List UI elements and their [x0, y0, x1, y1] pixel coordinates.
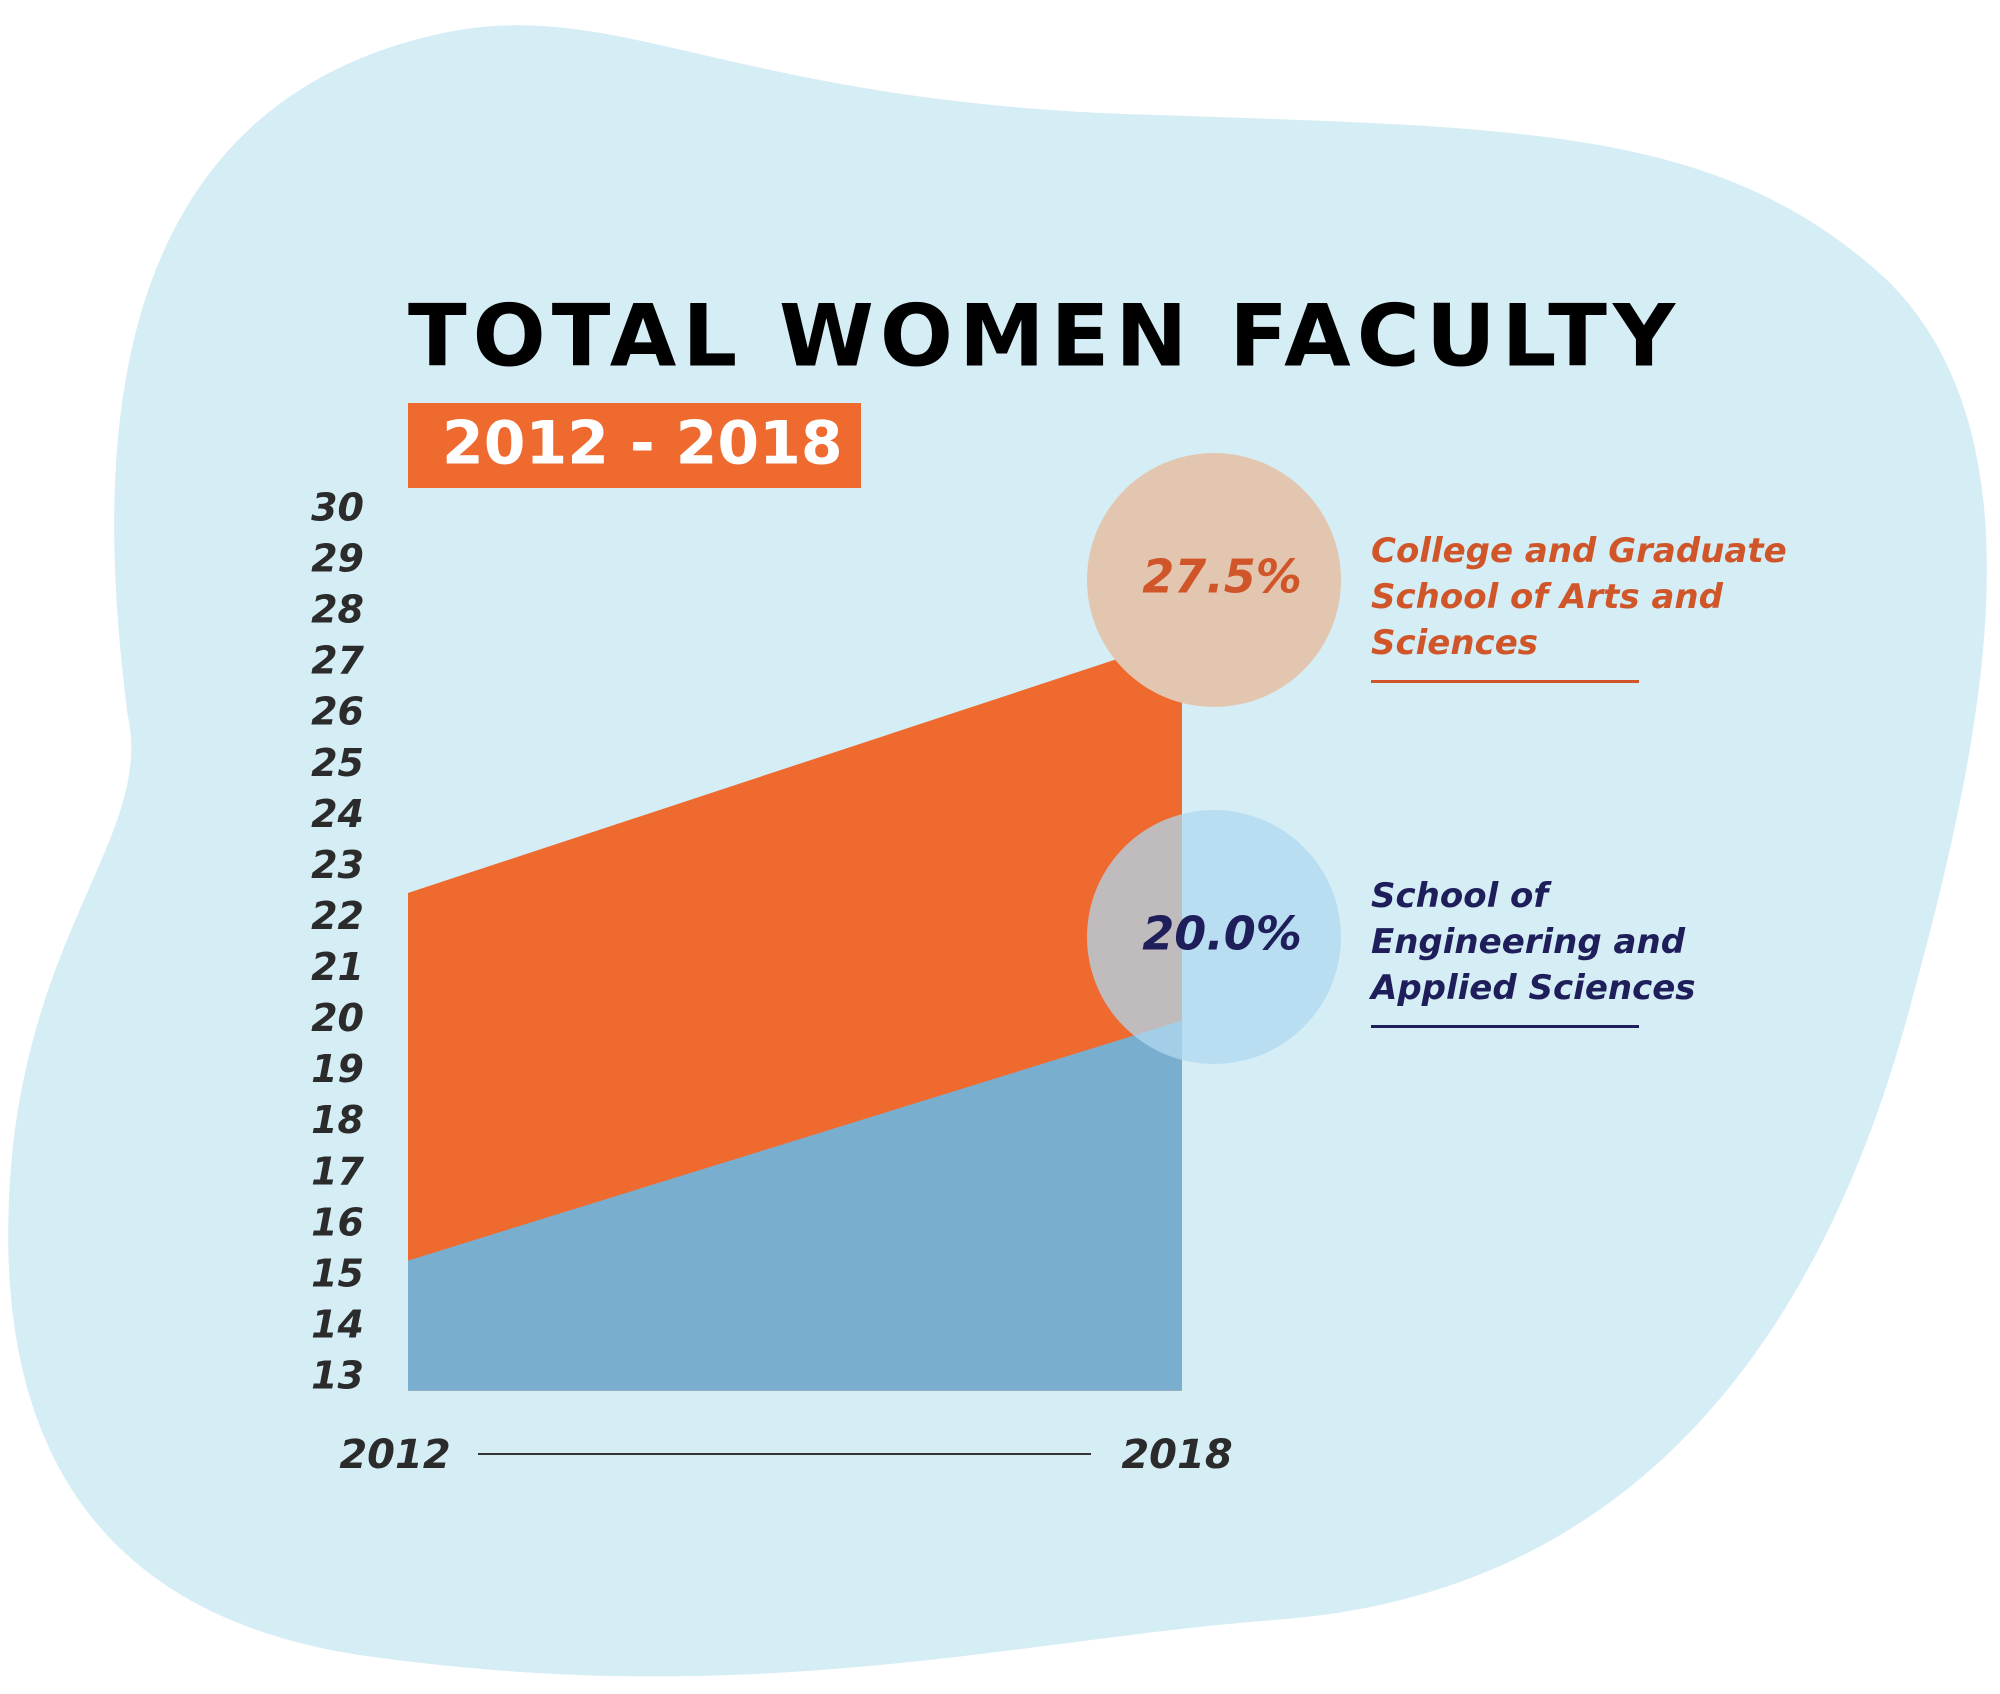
- y-tick-label: 20: [311, 996, 364, 1040]
- value-label: 27.5%: [1142, 550, 1302, 604]
- label-circle: [1087, 453, 1341, 707]
- y-tick-label: 19: [311, 1047, 364, 1091]
- chart-title: TOTAL WOMEN FACULTY: [408, 286, 1681, 386]
- label-circle: [1087, 810, 1341, 1064]
- y-tick-label: 25: [311, 741, 364, 785]
- y-tick-label: 28: [311, 588, 364, 632]
- legend-label: School of Engineering and Applied Scienc…: [1371, 876, 1696, 1008]
- y-tick-label: 13: [311, 1354, 364, 1398]
- y-tick-label: 21: [311, 945, 364, 989]
- plot: 13 14 15 16 17 18 19 20 21 22 23 24 25 26 27 28 29 30 2012…: [311, 453, 1341, 1478]
- subtitle-box: [408, 403, 861, 488]
- y-tick-label: 26: [311, 690, 364, 734]
- y-tick-label: 24: [311, 792, 364, 836]
- y-tick-label: 18: [311, 1098, 364, 1142]
- y-tick-label: 27: [311, 639, 364, 683]
- legend-rule: [1371, 680, 1639, 683]
- y-tick-label: 14: [311, 1302, 364, 1346]
- legend-label: College and Graduate School of Arts and …: [1371, 531, 1787, 663]
- y-tick-label: 23: [311, 843, 364, 887]
- y-tick-label: 15: [311, 1251, 364, 1295]
- value-label: 20.0%: [1142, 907, 1302, 961]
- y-tick-label: 29: [311, 537, 364, 581]
- area: [408, 1020, 1182, 1391]
- legend-rule: [1371, 1025, 1639, 1028]
- legend-entry: School of Engineering and Applied Scienc…: [1371, 873, 1931, 1028]
- y-tick-label: 22: [311, 894, 364, 938]
- y-tick-label: 17: [311, 1149, 364, 1193]
- y-tick-label: 30: [311, 486, 364, 530]
- y-tick-label: 16: [311, 1200, 364, 1244]
- x-tick-label: 2018: [1121, 1432, 1232, 1478]
- legend-entry: College and Graduate School of Arts and …: [1371, 528, 1931, 683]
- x-tick-label: 2012: [339, 1432, 450, 1478]
- chart-subtitle: 2012 - 2018: [442, 409, 843, 479]
